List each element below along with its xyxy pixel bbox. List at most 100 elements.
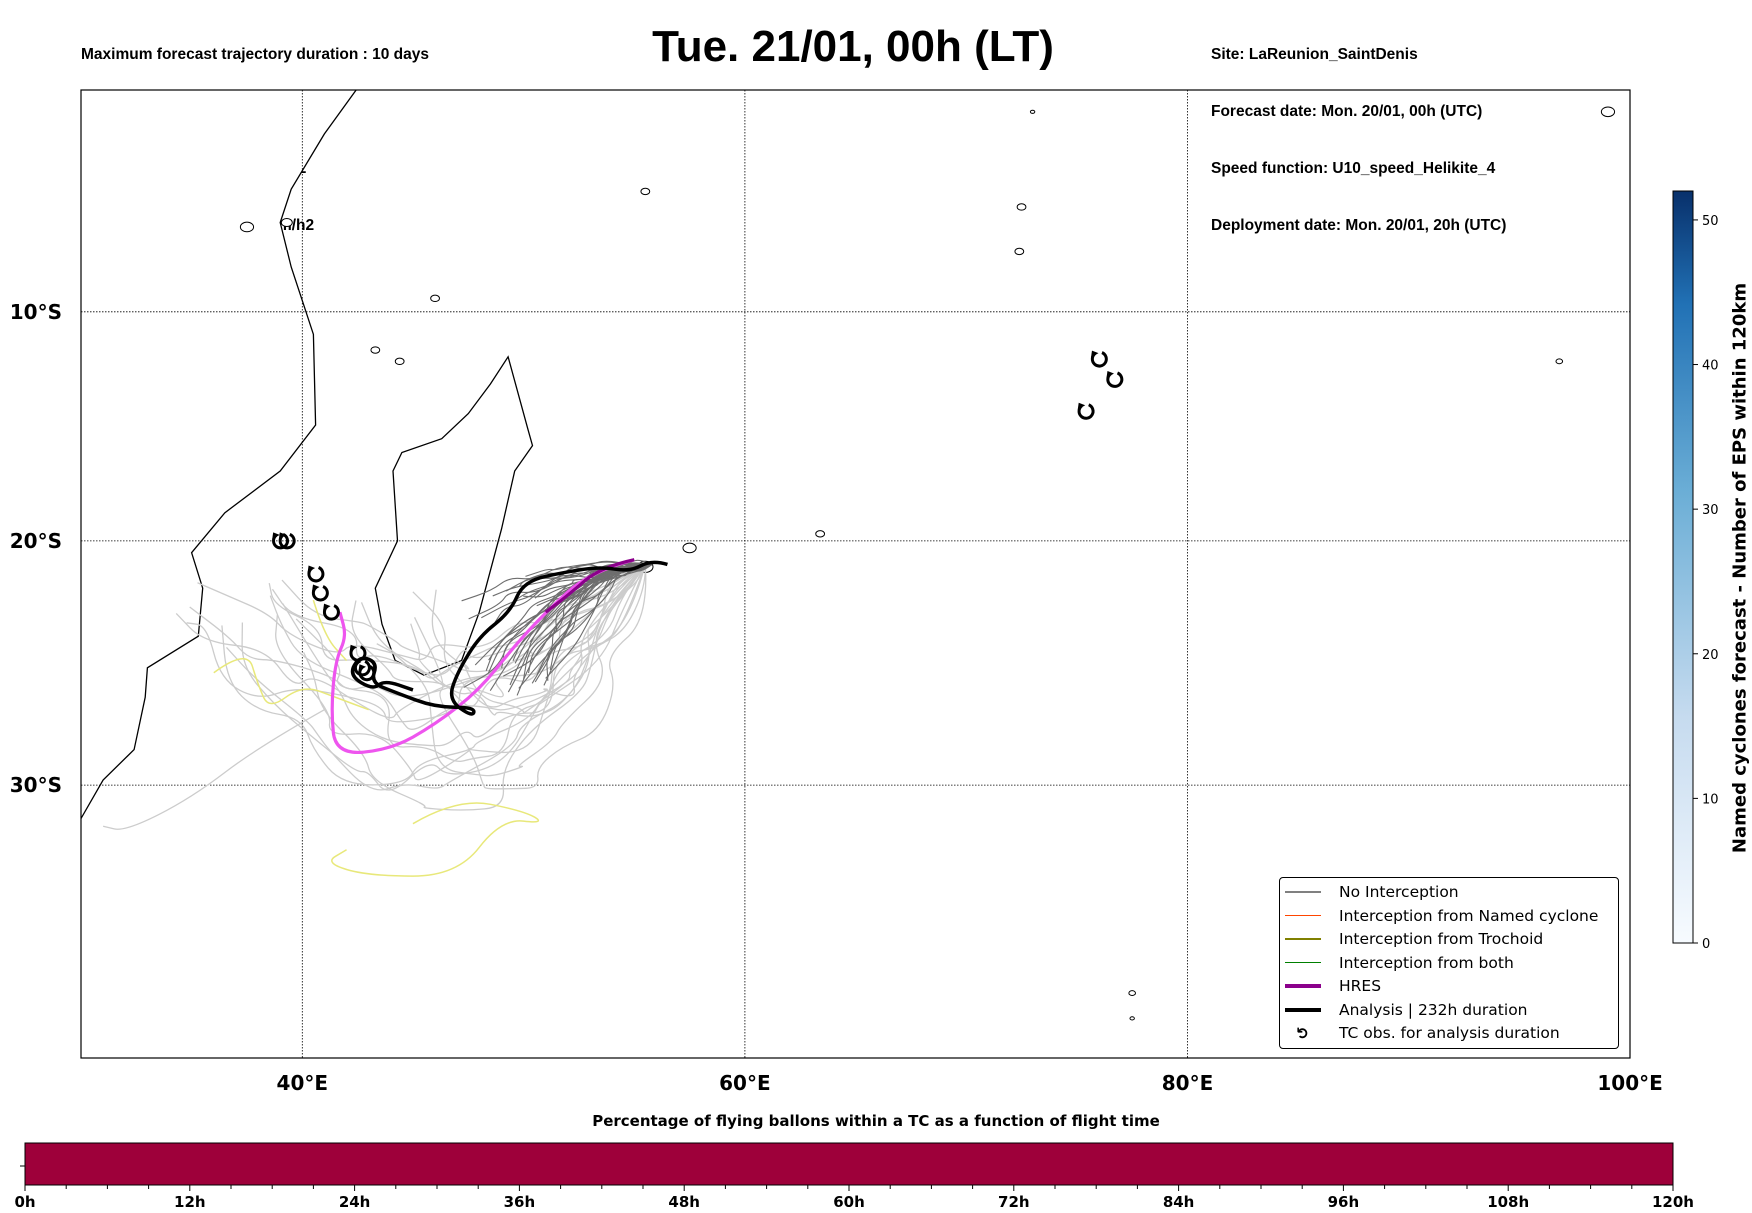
island-coast [370,346,381,354]
ensemble-track-light [281,563,646,673]
y-tick-label: 30°S [10,773,62,797]
ensemble-track-light [189,563,646,697]
legend-swatch [1285,961,1321,964]
deployment-date-text: Deployment date: Mon. 20/01, 20h (UTC) [1211,217,1507,234]
ensemble-track-no-interception [509,563,652,686]
ensemble-track-light [431,564,647,715]
tc-symbol-arrowhead [354,659,362,667]
legend-swatch [1285,914,1321,917]
tc-symbol-arc [349,645,367,662]
bar-tick-label: 72h [998,1193,1030,1211]
island-coast [394,357,405,366]
legend-label: Interception from Trochoid [1339,930,1544,948]
forecast-date-text: Forecast date: Mon. 20/01, 00h (UTC) [1211,103,1483,120]
hres-track-start [544,558,635,614]
legend-item: HRES [1280,976,1381,996]
ensemble-track-light [413,564,647,790]
legend-swatch [1285,984,1321,988]
y-tick-label: 10°S [10,300,62,324]
tc-symbol-arc [322,604,340,621]
colorbar-tick-label: 0 [1702,937,1710,952]
tc-symbol-arrowhead [1077,402,1086,410]
tc-symbol-icon: ↺ [1294,1026,1312,1040]
x-tick-label: 80°E [1162,1071,1214,1095]
island-coast [1600,106,1616,118]
ensemble-track-no-interception [492,560,652,597]
island-coast [430,294,440,303]
tc-symbol-icon [1077,402,1095,420]
tc-symbol-arrowhead [312,584,320,592]
bar-tick-label: 48h [668,1193,700,1211]
africa-coast [81,90,357,820]
tc-symbol-icon [358,664,376,682]
tc-symbol-icon [322,603,340,621]
colorbar-tick-label: 30 [1702,503,1719,518]
x-tick-label: 100°E [1597,1071,1662,1095]
island-coast [239,221,255,233]
ensemble-track-light [271,564,646,676]
legend-label: Interception from both [1339,953,1514,972]
legend-item: Interception from both [1280,953,1514,973]
tc-percentage-bar [24,1142,1674,1186]
speed-function-text: Speed function: U10_speed_Helikite_4 [1211,160,1496,177]
ensemble-track-light [376,564,646,777]
tc-symbol-icon [311,584,329,602]
island-coast [1129,1016,1135,1021]
ensemble-track-no-interception [518,563,652,689]
bar-tick-label: 108h [1487,1193,1529,1211]
tc-symbol-icon [349,644,367,662]
legend-item: Analysis | 232h duration [1280,1000,1528,1020]
island-coast [1014,247,1025,256]
ensemble-track-light [360,563,646,698]
hres-track [330,558,635,755]
max-duration-text: Maximum forecast trajectory duration : 1… [81,46,430,63]
bar-tick-label: 0h [14,1193,35,1211]
island-coast [1029,109,1036,114]
figure-title: Tue. 21/01, 00h (LT) [652,22,1054,71]
ensemble-track-light [275,564,646,781]
tc-symbol-arc [1106,371,1124,388]
ensemble-track-yellow [312,599,348,662]
legend-item: No Interception [1280,882,1459,902]
legend-label: TC obs. for analysis duration [1339,1024,1560,1042]
tc-symbol-arrowhead [272,532,280,540]
ensemble-track-light [351,563,646,707]
tc-symbol-arrowhead [307,565,316,573]
tc-symbol-arc [272,532,290,550]
bar-tick-label: 84h [1163,1193,1195,1211]
bar-tick-label: 24h [339,1193,371,1211]
tc-symbol-icon [353,659,371,677]
bar-title: Percentage of flying ballons within a TC… [592,1112,1160,1130]
tc-symbol-icon [307,565,325,583]
island-coast [280,218,293,228]
bar-tick-label: 96h [1328,1193,1360,1211]
legend-label: Interception from Named cyclone [1339,906,1599,925]
map-frame [80,89,1631,1059]
ensemble-track-yellow [331,802,540,877]
x-tick-label: 60°E [719,1071,771,1095]
colorbar-tick-label: 10 [1702,792,1719,807]
legend-item: Interception from Trochoid [1280,929,1543,949]
ensemble-track-light [295,564,646,762]
ensemble-track-light [197,563,646,661]
tc-observations [272,350,1124,682]
cyclone-colorbar [1672,190,1694,944]
ensemble-track-no-interception [545,563,653,679]
colorbar-tick-label: 40 [1702,359,1719,374]
legend-swatch [1285,938,1321,940]
tc-symbol-arrowhead [349,644,358,652]
tc-symbol-arc [311,585,329,602]
tc-symbol-arrowhead [323,603,331,611]
legend-item: Interception from Named cyclone [1280,906,1598,926]
tc-symbol-icon [272,532,290,550]
ensemble-track-light [269,563,646,730]
ensemble-track-light [241,564,646,791]
madagascar-coast [374,355,534,676]
legend-swatch [1285,891,1321,893]
y-tick-label: 20°S [10,529,62,553]
island-coast [682,542,697,554]
gridlines [81,90,1630,1058]
colorbar-label: Named cyclones forecast - Number of EPS … [1729,282,1751,854]
